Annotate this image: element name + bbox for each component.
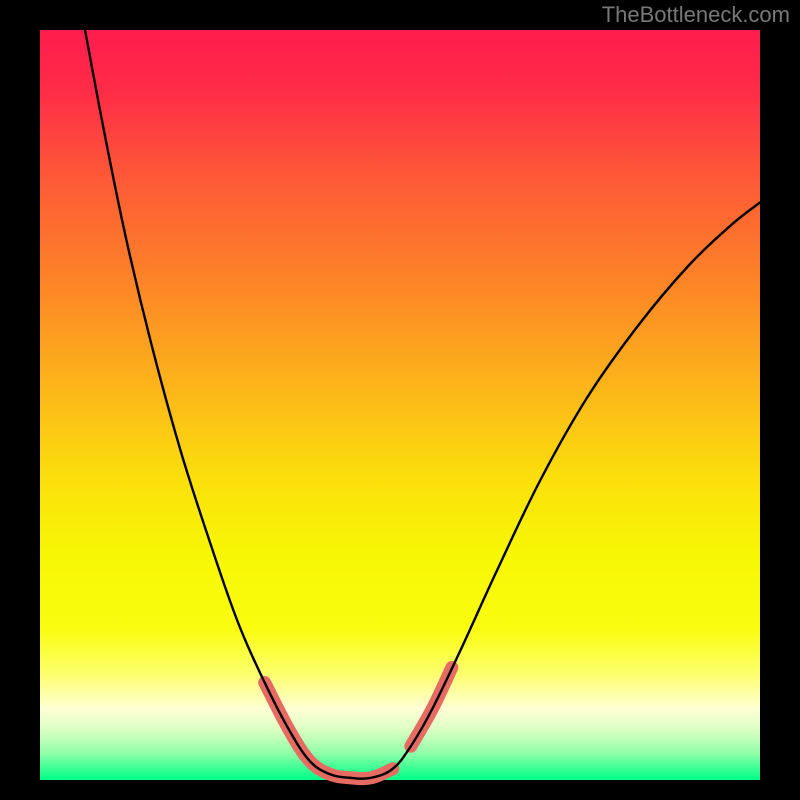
watermark-text: TheBottleneck.com — [602, 2, 790, 28]
bottleneck-curve-chart — [0, 0, 800, 800]
plot-background — [40, 30, 760, 780]
chart-container: TheBottleneck.com — [0, 0, 800, 800]
